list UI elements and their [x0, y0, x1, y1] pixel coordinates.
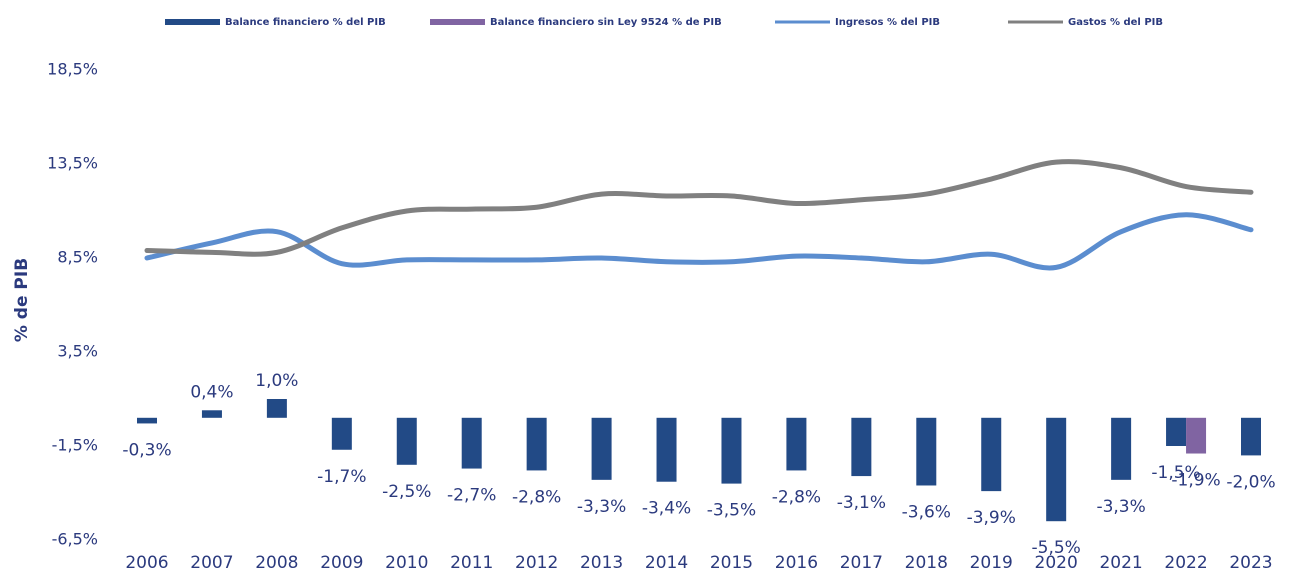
data-label: -2,5%	[382, 482, 431, 502]
x-tick-label: 2009	[320, 553, 363, 573]
data-label: -3,3%	[577, 497, 626, 517]
x-tick-label: 2006	[125, 553, 168, 573]
data-label: -3,1%	[837, 493, 886, 513]
bar	[266, 399, 287, 418]
x-tick-label: 2018	[905, 553, 948, 573]
x-tick-label: 2014	[645, 553, 688, 573]
line	[144, 212, 1254, 271]
bar	[981, 417, 1002, 492]
data-label: -3,9%	[967, 508, 1016, 528]
data-label: -2,0%	[1226, 472, 1275, 492]
legend-label: Ingresos % del PIB	[835, 17, 940, 28]
y-tick-label: 8,5%	[57, 248, 98, 267]
data-label: -3,6%	[902, 502, 951, 522]
y-tick-label: -1,5%	[52, 436, 98, 455]
bar	[461, 417, 482, 469]
x-tick-label: 2008	[255, 553, 298, 573]
data-label: -1,9%	[1171, 471, 1220, 491]
bar	[1111, 417, 1132, 480]
bar	[916, 417, 937, 486]
bar	[396, 417, 417, 465]
bar	[201, 410, 222, 418]
y-tick-label: 3,5%	[57, 342, 98, 361]
legend-label: Gastos % del PIB	[1068, 17, 1163, 28]
x-tick-label: 2020	[1035, 553, 1078, 573]
x-tick-label: 2015	[710, 553, 753, 573]
x-tick-label: 2021	[1099, 553, 1142, 573]
data-label: -0,3%	[122, 440, 171, 460]
bar	[1046, 417, 1067, 522]
data-label: -2,7%	[447, 486, 496, 506]
bar	[786, 417, 807, 471]
bar	[137, 417, 157, 424]
y-tick-label: 18,5%	[47, 60, 98, 79]
x-tick-label: 2007	[190, 553, 233, 573]
line	[144, 159, 1254, 257]
data-label: -1,5%	[1151, 463, 1200, 483]
data-label: 1,0%	[255, 371, 298, 391]
x-tick-label: 2017	[840, 553, 883, 573]
x-tick-label: 2022	[1164, 553, 1207, 573]
data-label: -1,7%	[317, 467, 366, 487]
x-tick-label: 2011	[450, 553, 493, 573]
data-label: -3,3%	[1096, 497, 1145, 517]
data-label: -2,8%	[512, 487, 561, 507]
x-tick-label: 2012	[515, 553, 558, 573]
bar	[851, 417, 872, 477]
x-tick-label: 2019	[970, 553, 1013, 573]
bar	[1186, 417, 1207, 454]
data-label: -3,4%	[642, 499, 691, 519]
bar	[331, 417, 352, 450]
y-tick-label: -6,5%	[52, 530, 98, 549]
x-tick-label: 2013	[580, 553, 623, 573]
x-tick-label: 2016	[775, 553, 818, 573]
x-tick-label: 2010	[385, 553, 428, 573]
legend-label: Balance financiero % del PIB	[225, 17, 386, 28]
data-label: -5,5%	[1032, 538, 1081, 558]
y-tick-label: 13,5%	[47, 154, 98, 173]
x-tick-label: 2023	[1229, 553, 1272, 573]
data-label: -2,8%	[772, 487, 821, 507]
bar	[721, 417, 742, 484]
y-axis-label: % de PIB	[12, 258, 32, 342]
data-label: 0,4%	[190, 382, 233, 402]
bar	[526, 417, 547, 471]
data-label: -3,5%	[707, 501, 756, 521]
bar	[656, 417, 677, 482]
bar	[591, 417, 612, 480]
legend-label: Balance financiero sin Ley 9524 % de PIB	[490, 17, 722, 28]
bar	[1241, 417, 1261, 456]
bar	[1166, 417, 1187, 446]
